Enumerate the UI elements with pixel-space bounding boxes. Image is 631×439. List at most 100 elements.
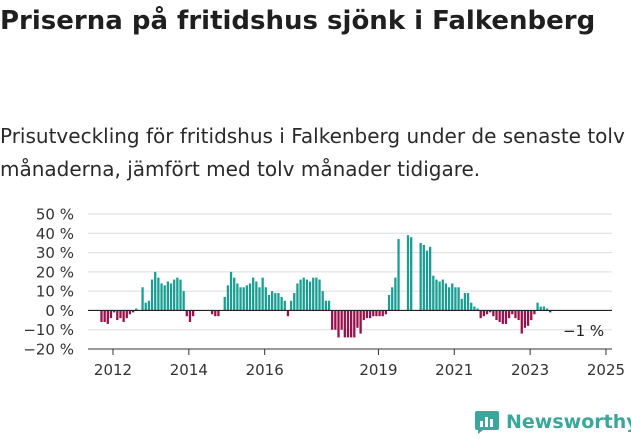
y-tick-label: 40 % (36, 225, 74, 243)
bar (331, 310, 334, 330)
bar (346, 310, 350, 338)
bar (368, 310, 372, 319)
bar (128, 310, 132, 315)
bar (312, 277, 315, 311)
bar (185, 310, 188, 317)
bar (150, 279, 154, 311)
bar (100, 310, 103, 322)
bars (100, 235, 552, 338)
bar (495, 310, 498, 321)
bar (429, 246, 432, 311)
bar (179, 279, 182, 311)
chart-title: Priserna på fritidshus sjönk i Falkenber… (0, 6, 596, 36)
bar (182, 291, 185, 311)
bar (122, 310, 125, 322)
bar (353, 310, 356, 338)
bar (457, 287, 460, 311)
bar (473, 306, 476, 311)
bar (113, 310, 116, 313)
bar (267, 295, 271, 311)
bar (131, 310, 135, 313)
bar (447, 287, 451, 311)
bar (192, 310, 195, 317)
bar (327, 300, 331, 311)
bar (397, 239, 400, 311)
bar (549, 310, 552, 313)
x-tick-label: 2016 (246, 361, 284, 379)
bar (536, 302, 539, 311)
last-value-annotation: −1 % (563, 322, 604, 340)
y-tick-label: 50 % (36, 206, 74, 224)
bar (223, 296, 226, 311)
bar (233, 277, 236, 311)
bar (283, 300, 286, 311)
bar (454, 287, 457, 311)
x-tick-label: 2014 (170, 361, 208, 379)
bar (365, 310, 369, 319)
bar (394, 277, 397, 311)
bar (226, 285, 230, 311)
y-tick-label: −10 % (23, 321, 74, 339)
bar (438, 281, 441, 311)
bar (498, 310, 501, 322)
bar (324, 300, 327, 311)
bar (305, 279, 309, 311)
x-axis: 2012 2014 2016 2019 2021 2023 2025 (88, 348, 625, 379)
bar (160, 283, 163, 311)
bar (173, 279, 176, 311)
bar (410, 237, 413, 311)
bar (308, 281, 312, 311)
bar (441, 279, 444, 311)
bar (419, 242, 422, 311)
bar (141, 287, 144, 311)
bar (523, 310, 527, 328)
bar (533, 310, 536, 315)
bar (289, 300, 293, 311)
bar (296, 283, 299, 311)
bar (482, 310, 485, 317)
bar (542, 306, 546, 311)
bar (384, 310, 388, 315)
bar (271, 291, 274, 311)
bar (539, 306, 542, 311)
bar (169, 283, 173, 311)
bar (302, 277, 305, 311)
bar (511, 310, 514, 315)
bar (321, 291, 324, 311)
bar (356, 310, 359, 328)
y-axis: 50 %40 %30 %20 % 10 %0 %−10 % −20 % (23, 206, 74, 359)
bar (264, 287, 267, 311)
bar (340, 310, 343, 330)
bar (350, 310, 353, 338)
bar (514, 310, 517, 319)
bar (236, 283, 239, 311)
y-tick-label: 30 % (36, 244, 74, 262)
bar (359, 310, 362, 334)
bar (154, 271, 157, 311)
newsworthy-logo-icon (475, 411, 499, 434)
bar (466, 293, 470, 311)
bar (520, 310, 523, 334)
bar (476, 308, 479, 311)
bar (176, 277, 179, 311)
bar (406, 235, 410, 311)
chart-subtitle: Prisutveckling för fritidshus i Falkenbe… (0, 124, 625, 181)
bar (103, 310, 106, 322)
x-tick-label: 2012 (94, 361, 132, 379)
bar (504, 310, 508, 324)
bar (163, 285, 166, 311)
bar (508, 310, 511, 319)
newsworthy-logo[interactable]: Newsworthy (474, 406, 631, 438)
bar (299, 279, 302, 311)
bar (425, 250, 429, 311)
bar (261, 277, 264, 311)
bar (432, 275, 435, 311)
bar (343, 310, 346, 338)
bar (489, 310, 492, 313)
bar (530, 310, 533, 321)
bar (144, 302, 147, 311)
bar (485, 310, 489, 315)
bar (210, 310, 214, 315)
bar (280, 296, 283, 311)
bar (135, 308, 138, 311)
